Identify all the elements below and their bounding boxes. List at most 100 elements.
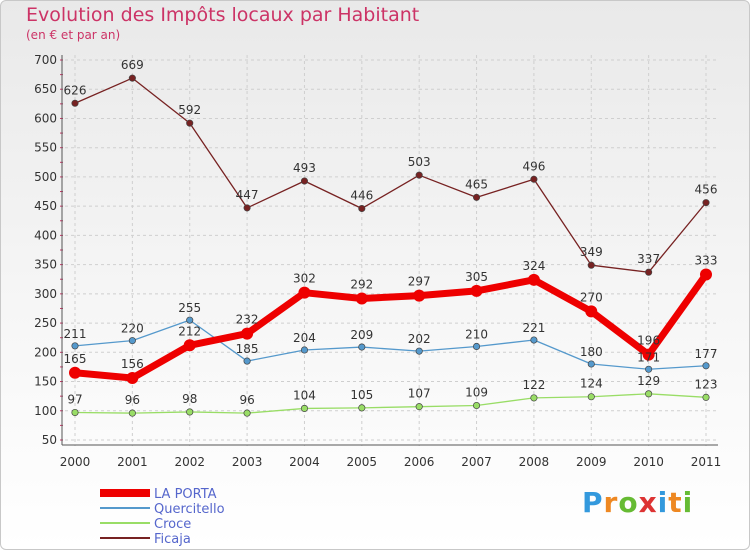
data-label: 232 bbox=[236, 313, 259, 327]
data-point bbox=[645, 390, 653, 398]
logo-letter: i bbox=[682, 486, 694, 519]
data-point bbox=[530, 394, 538, 402]
data-point bbox=[186, 408, 194, 416]
data-label: 302 bbox=[293, 272, 316, 286]
data-point bbox=[702, 393, 710, 401]
data-point bbox=[128, 337, 136, 345]
data-label: 109 bbox=[465, 386, 488, 400]
data-point bbox=[358, 404, 366, 412]
data-label: 221 bbox=[522, 321, 545, 335]
data-label: 297 bbox=[408, 275, 431, 289]
legend-label: Croce bbox=[154, 517, 191, 532]
data-label: 210 bbox=[465, 327, 488, 341]
data-label: 209 bbox=[350, 328, 373, 342]
data-point bbox=[355, 292, 368, 305]
data-label: 592 bbox=[178, 103, 201, 117]
data-point bbox=[126, 372, 139, 385]
logo-letter: x bbox=[638, 486, 658, 519]
data-point bbox=[183, 339, 196, 352]
data-label: 129 bbox=[637, 374, 660, 388]
y-tick-label: 300 bbox=[34, 287, 57, 301]
data-point bbox=[530, 175, 538, 183]
data-label: 349 bbox=[580, 245, 603, 259]
data-point bbox=[470, 284, 483, 297]
data-point bbox=[300, 404, 309, 412]
series-group bbox=[69, 74, 712, 417]
x-tick-label: 2000 bbox=[60, 455, 91, 469]
legend-label: LA PORTA bbox=[154, 487, 217, 502]
data-label: 185 bbox=[236, 342, 259, 356]
data-label: 456 bbox=[695, 183, 718, 197]
data-label: 626 bbox=[64, 83, 87, 97]
data-label: 165 bbox=[64, 352, 87, 366]
legend-label: Quercitello bbox=[154, 502, 225, 517]
data-label: 211 bbox=[64, 327, 87, 341]
series-line-la-porta bbox=[74, 272, 709, 382]
y-tick-label: 600 bbox=[34, 111, 57, 125]
data-label: 503 bbox=[408, 155, 431, 169]
data-point bbox=[645, 365, 653, 373]
data-label: 324 bbox=[522, 259, 545, 273]
y-tick-label: 150 bbox=[34, 375, 57, 389]
grid-lines bbox=[65, 55, 718, 446]
data-label: 98 bbox=[182, 392, 197, 406]
data-point bbox=[645, 268, 653, 276]
data-label: 124 bbox=[580, 377, 603, 391]
y-tick-label: 200 bbox=[34, 345, 57, 359]
data-label: 177 bbox=[695, 347, 718, 361]
y-tick-label: 50 bbox=[42, 433, 57, 447]
data-point bbox=[71, 342, 79, 350]
y-tick-label: 500 bbox=[34, 170, 57, 184]
data-point bbox=[69, 366, 81, 379]
data-label: 337 bbox=[637, 252, 660, 266]
data-point bbox=[300, 177, 309, 185]
data-point bbox=[472, 342, 481, 351]
data-label: 305 bbox=[465, 270, 488, 284]
data-point bbox=[702, 199, 710, 207]
x-tick-label: 2007 bbox=[461, 455, 492, 469]
x-tick-label: 2001 bbox=[117, 455, 148, 469]
data-point bbox=[472, 193, 481, 201]
data-point bbox=[587, 393, 595, 401]
proxiti-logo: Proxiti bbox=[582, 486, 693, 519]
y-tick-label: 700 bbox=[34, 53, 57, 67]
logo-letter: i bbox=[657, 486, 669, 519]
data-point bbox=[413, 289, 426, 302]
data-point bbox=[527, 273, 540, 286]
logo-letter: P bbox=[582, 486, 604, 519]
chart-subtitle: (en € et par an) bbox=[26, 28, 121, 42]
data-label: 333 bbox=[695, 254, 718, 268]
series-line-ficaja bbox=[74, 77, 707, 273]
data-point bbox=[700, 268, 712, 281]
y-tick-label: 100 bbox=[34, 404, 57, 418]
y-tick-label: 450 bbox=[34, 199, 57, 213]
data-label: 123 bbox=[695, 377, 718, 391]
x-tick-label: 2010 bbox=[633, 455, 664, 469]
data-label: 447 bbox=[236, 188, 259, 202]
data-point bbox=[298, 286, 311, 299]
data-label: 465 bbox=[465, 177, 488, 191]
data-point bbox=[186, 316, 194, 324]
data-point bbox=[241, 327, 254, 340]
data-label: 156 bbox=[121, 357, 144, 371]
data-point bbox=[300, 346, 309, 354]
data-label: 171 bbox=[637, 350, 660, 364]
data-point bbox=[71, 408, 79, 417]
logo-letter: r bbox=[603, 486, 619, 519]
data-labels: 626 669 592 447 493 446 503 465 496 349 337 456 211 2… bbox=[64, 58, 718, 407]
data-label: 220 bbox=[121, 322, 144, 336]
x-tick-label: 2009 bbox=[576, 455, 607, 469]
data-label: 107 bbox=[408, 387, 431, 401]
x-tick-label: 2006 bbox=[404, 455, 435, 469]
x-tick-label: 2003 bbox=[232, 455, 263, 469]
data-point bbox=[243, 357, 251, 365]
chart-title: Evolution des Impôts locaux par Habitant bbox=[26, 4, 420, 26]
series-line-quercitello bbox=[74, 319, 707, 370]
data-point bbox=[128, 409, 136, 417]
data-label: 202 bbox=[408, 332, 431, 346]
x-tick-label: 2005 bbox=[347, 455, 378, 469]
data-point bbox=[71, 99, 79, 107]
data-label: 180 bbox=[580, 345, 603, 359]
